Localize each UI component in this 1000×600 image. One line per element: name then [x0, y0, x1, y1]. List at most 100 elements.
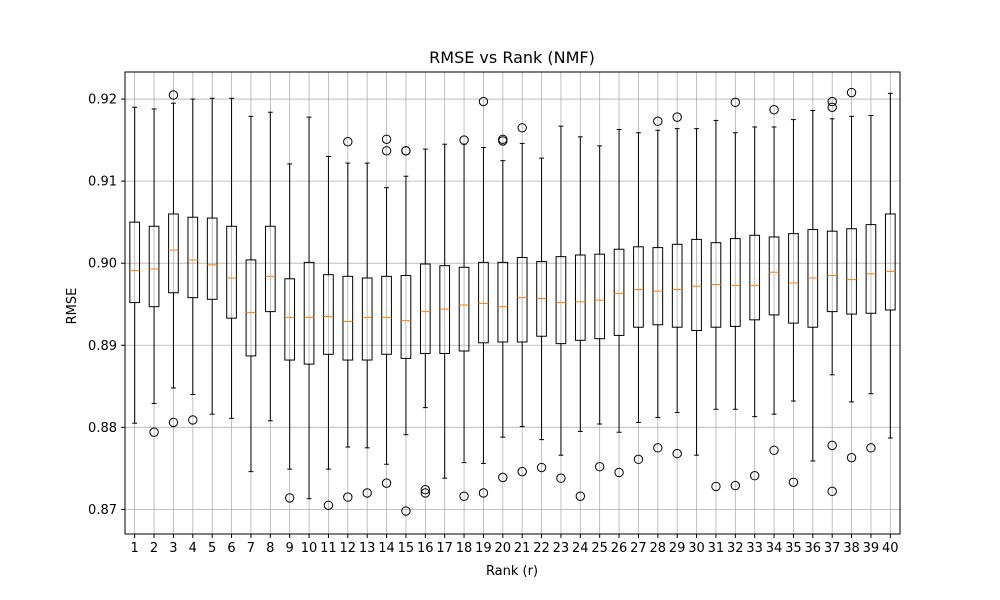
x-tick-label: 36: [805, 541, 822, 556]
outlier-point: [343, 137, 353, 147]
box-rank-31: [710, 119, 722, 492]
box-rank-27: [633, 132, 644, 465]
x-tick-label: 13: [359, 541, 376, 556]
x-axis-title: Rank (r): [486, 564, 538, 579]
outlier-point: [381, 478, 392, 488]
box-rank-40: [884, 92, 896, 439]
outlier-point: [633, 454, 644, 465]
box-iqr: [206, 217, 218, 300]
x-tick-label: 37: [824, 541, 841, 556]
box-rank-34: [768, 105, 780, 455]
x-tick-label: 16: [417, 541, 434, 556]
box-rank-17: [439, 143, 451, 479]
box-iqr: [749, 234, 761, 321]
box-iqr: [846, 228, 857, 315]
box-rank-21: [516, 123, 528, 477]
outlier-point: [769, 445, 779, 455]
outlier-point: [594, 462, 605, 472]
box-iqr: [381, 275, 392, 355]
outlier-point: [459, 135, 469, 145]
box-iqr: [419, 263, 431, 354]
box-rank-12: [342, 137, 354, 502]
outlier-point: [846, 87, 857, 98]
box-iqr: [516, 256, 528, 343]
ticks: 1 2 3 4 5 6 7 8 9 10 11 12 13 14 15 16 17 18 19 20 21 22 23 24 2…: [88, 93, 899, 556]
box-iqr: [245, 259, 257, 357]
outlier-point: [478, 96, 489, 107]
x-tick-label: 10: [301, 541, 318, 556]
outlier-point: [149, 427, 159, 437]
outlier-point: [323, 500, 334, 510]
x-tick-label: 8: [266, 541, 274, 556]
plot-frame: [124, 71, 901, 535]
x-tick-label: 38: [843, 541, 860, 556]
box-iqr: [671, 243, 683, 328]
box-rank-22: [536, 157, 547, 473]
outlier-point: [284, 493, 295, 503]
box-rank-8: [264, 111, 276, 422]
y-tick-label: 0.91: [88, 175, 117, 190]
x-tick-label: 28: [650, 541, 667, 556]
y-tick-label: 0.89: [88, 339, 117, 354]
outlier-point: [653, 116, 663, 126]
outlier-point: [575, 491, 586, 501]
x-tick-label: 15: [398, 541, 415, 556]
outlier-point: [672, 112, 682, 122]
box-iqr: [768, 236, 780, 316]
outlier-point: [827, 486, 837, 497]
box-rank-6: [226, 97, 237, 419]
outlier-point: [498, 472, 508, 483]
box-iqr: [478, 261, 489, 344]
outlier-point: [730, 97, 741, 108]
y-tick-label: 0.87: [88, 503, 117, 518]
outlier-point: [711, 481, 721, 492]
x-tick-label: 6: [227, 541, 235, 556]
box-rank-5: [206, 97, 218, 415]
box-rank-10: [303, 116, 315, 500]
outlier-point: [420, 488, 431, 498]
box-iqr: [691, 238, 702, 331]
outlier-point: [653, 443, 663, 453]
box-iqr: [652, 247, 664, 326]
box-iqr: [168, 213, 179, 294]
box-rank-14: [381, 134, 392, 488]
outlier-point: [749, 471, 760, 481]
box-rank-13: [361, 162, 373, 498]
outlier-point: [672, 448, 682, 459]
x-tick-label: 27: [630, 541, 647, 556]
x-tick-label: 25: [591, 541, 608, 556]
x-tick-label: 35: [785, 541, 802, 556]
y-tick-label: 0.92: [88, 93, 117, 108]
box-iqr: [788, 233, 799, 324]
outlier-point: [827, 96, 837, 107]
box-iqr: [613, 248, 625, 336]
y-tick-label: 0.88: [88, 421, 117, 436]
box-iqr: [555, 256, 567, 345]
outlier-point: [730, 480, 741, 491]
x-tick-label: 14: [378, 541, 395, 556]
x-tick-label: 33: [746, 541, 763, 556]
box-iqr: [361, 277, 373, 361]
outlier-point: [556, 473, 566, 483]
boxes: [129, 87, 896, 516]
x-tick-label: 21: [514, 541, 531, 556]
box-iqr: [284, 278, 296, 361]
box-rank-26: [613, 128, 625, 478]
box-iqr: [226, 225, 237, 319]
box-rank-9: [284, 163, 296, 503]
box-iqr: [264, 225, 276, 313]
box-rank-38: [846, 87, 857, 463]
box-iqr: [458, 266, 470, 352]
box-rank-32: [729, 97, 741, 491]
box-iqr: [187, 216, 199, 299]
outlier-point: [168, 417, 179, 428]
box-iqr: [826, 230, 838, 313]
outlier-point: [498, 136, 508, 146]
box-rank-7: [245, 115, 257, 473]
box-rank-15: [400, 146, 412, 516]
box-rank-1: [129, 106, 141, 424]
outlier-point: [168, 90, 179, 100]
box-rank-18: [458, 135, 470, 501]
box-rank-25: [594, 145, 606, 472]
x-tick-label: 12: [340, 541, 357, 556]
